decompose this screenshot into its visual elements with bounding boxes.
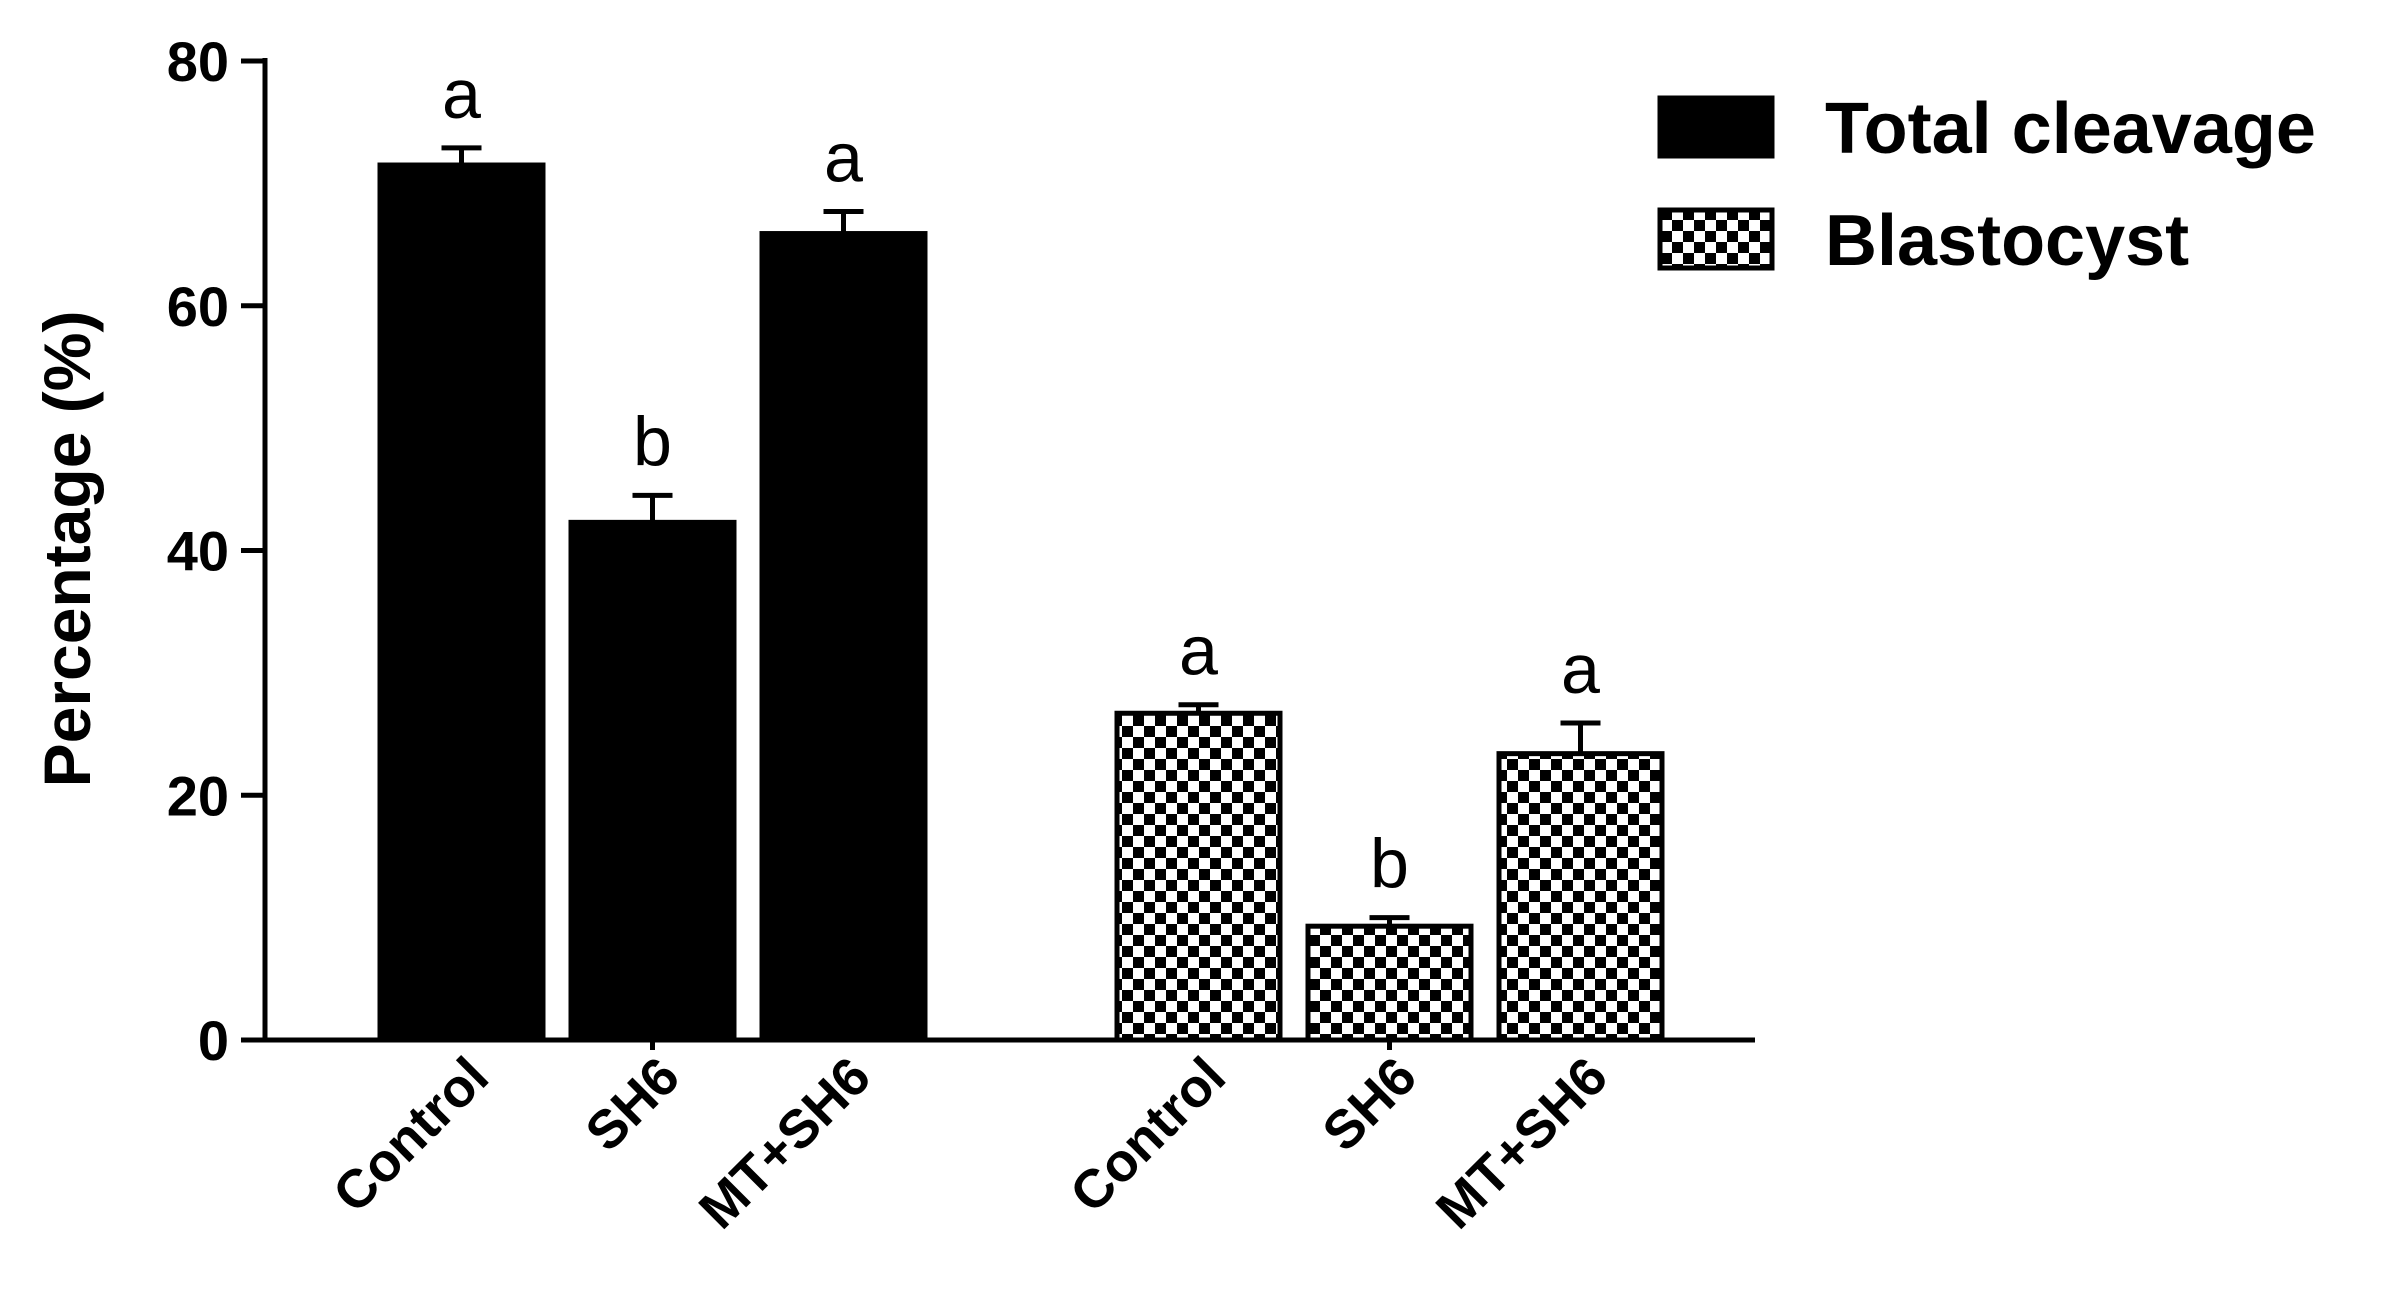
bar-total-cleavage-control (377, 162, 546, 1043)
category-label-total-cleavage-control: Control (322, 1046, 500, 1224)
y-axis: 0 20 40 60 80 Percentage (%) (30, 30, 268, 1072)
legend-swatch-total-cleavage (1657, 95, 1775, 159)
y-tick-label: 20 (167, 764, 229, 827)
category-label-total-cleavage-sh6: SH6 (574, 1046, 691, 1163)
bars: a b a a b a (377, 55, 1665, 1043)
y-tick-label: 60 (167, 275, 229, 338)
legend: Total cleavage Blastocyst (1657, 89, 2316, 281)
bar-total-cleavage-sh6 (568, 519, 737, 1043)
category-label-total-cleavage-mt-sh6: MT+SH6 (688, 1046, 882, 1240)
bar-total-cleavage-mt-sh6 (759, 231, 928, 1043)
y-tick-label: 0 (198, 1009, 229, 1072)
significance-label-blastocyst-control: a (1179, 612, 1218, 690)
significance-label-total-cleavage-control: a (442, 55, 481, 133)
bar-blastocyst-mt-sh6 (1496, 751, 1665, 1043)
bar-blastocyst-control (1114, 710, 1283, 1043)
y-axis-label: Percentage (%) (30, 311, 104, 788)
category-label-blastocyst-control: Control (1059, 1046, 1237, 1224)
significance-label-total-cleavage-sh6: b (633, 402, 672, 480)
y-tick-label: 40 (167, 520, 229, 583)
significance-label-total-cleavage-mt-sh6: a (824, 119, 863, 197)
legend-label-blastocyst: Blastocyst (1825, 201, 2189, 281)
significance-label-blastocyst-mt-sh6: a (1561, 630, 1600, 708)
category-label-blastocyst-mt-sh6: MT+SH6 (1425, 1046, 1619, 1240)
y-tick-label: 80 (167, 30, 229, 93)
legend-label-total-cleavage: Total cleavage (1825, 89, 2316, 169)
category-label-blastocyst-sh6: SH6 (1311, 1046, 1428, 1163)
y-ticks: 0 20 40 60 80 (167, 30, 265, 1072)
significance-label-blastocyst-sh6: b (1370, 825, 1409, 903)
bar-blastocyst-sh6 (1305, 923, 1474, 1043)
legend-swatch-blastocyst (1657, 207, 1775, 271)
